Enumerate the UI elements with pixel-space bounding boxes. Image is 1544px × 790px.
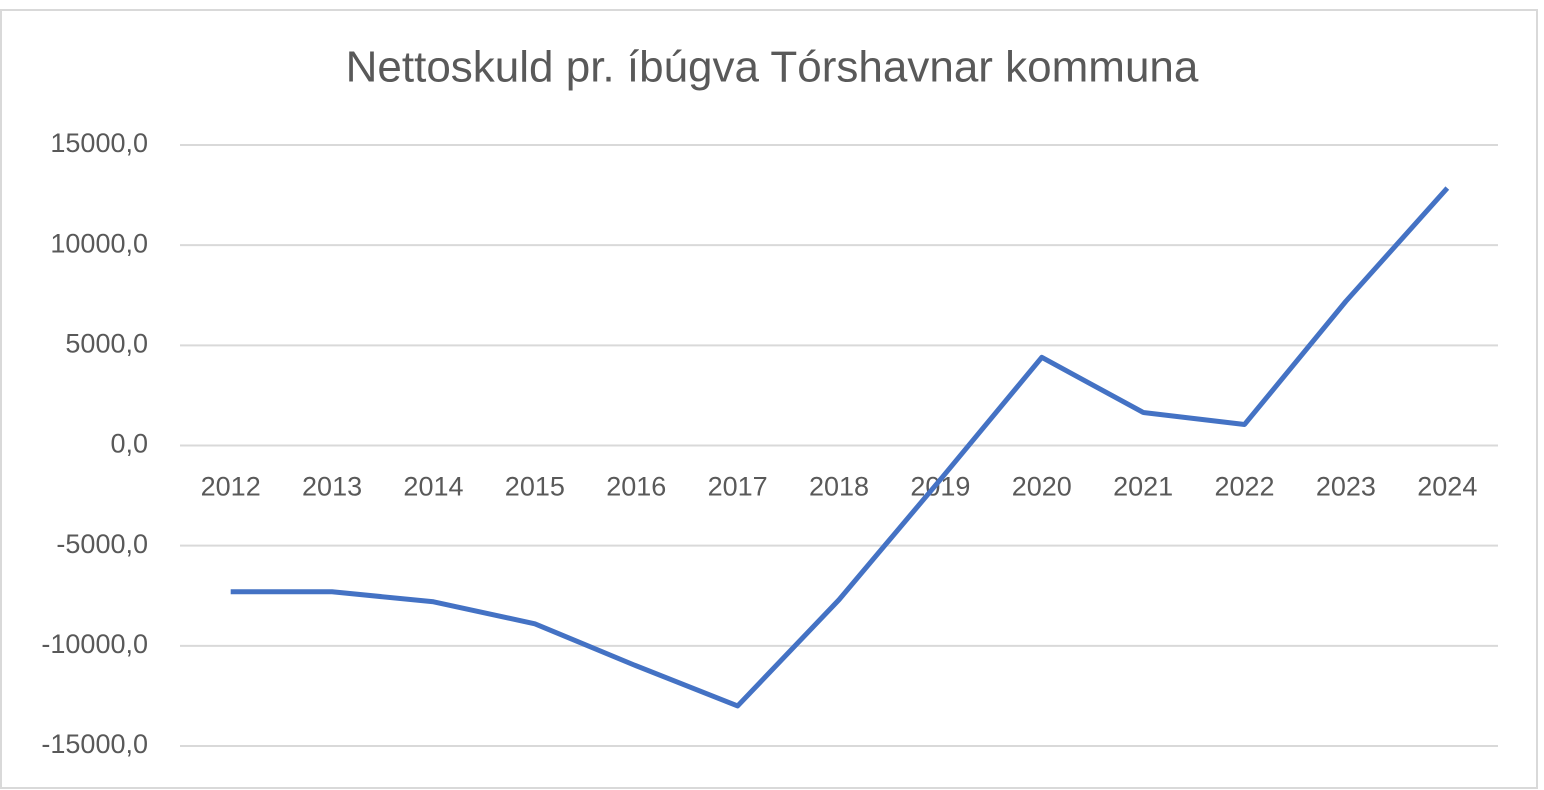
x-tick-label: 2020 [1012, 472, 1072, 502]
x-tick-label: 2012 [201, 472, 261, 502]
x-tick-label: 2017 [708, 472, 768, 502]
chart-title: Nettoskuld pr. íbúgva Tórshavnar kommuna [346, 43, 1199, 92]
x-tick-label: 2021 [1113, 472, 1173, 502]
y-tick-label: 0,0 [110, 429, 148, 459]
y-tick-label: 5000,0 [65, 328, 148, 358]
y-tick-label: -5000,0 [56, 529, 148, 559]
y-tick-label: 10000,0 [50, 228, 148, 258]
x-tick-label: 2024 [1417, 472, 1477, 502]
x-tick-label: 2015 [505, 472, 565, 502]
y-tick-label: -10000,0 [41, 629, 148, 659]
y-tick-label: -15000,0 [41, 729, 148, 759]
data-line [230, 186, 1450, 709]
x-tick-label: 2013 [302, 472, 362, 502]
x-tick-label: 2018 [809, 472, 869, 502]
y-tick-label: 15000,0 [50, 128, 148, 158]
x-tick-label: 2023 [1316, 472, 1376, 502]
chart-frame [0, 9, 1538, 789]
x-tick-label: 2022 [1214, 472, 1274, 502]
x-tick-label: 2016 [606, 472, 666, 502]
x-tick-label: 2014 [403, 472, 463, 502]
